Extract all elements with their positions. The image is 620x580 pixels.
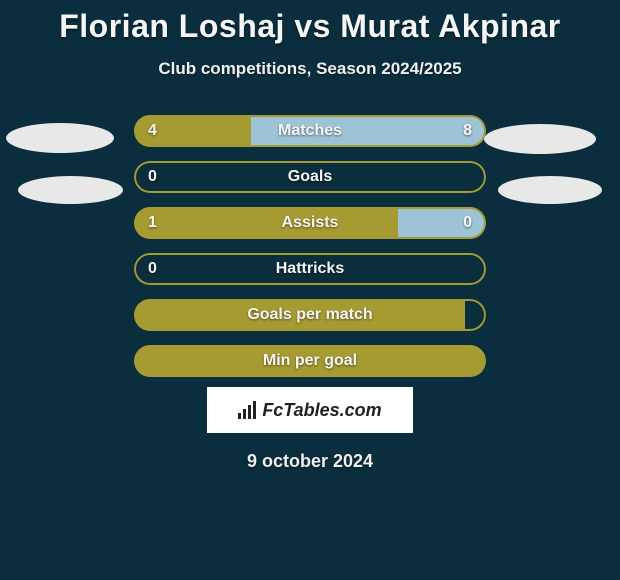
stat-label: Goals [134,168,486,186]
stat-bar: Min per goal [134,345,486,377]
logo-label: FcTables.com [262,400,381,421]
stat-bar: Assists1 0 [134,207,486,239]
stats-container: Matches48Goals0Assists10Hattricks0Goals … [0,115,620,377]
stat-value-left: 0 [148,168,157,186]
stat-bar: Matches4 8 [134,115,486,147]
stat-label: Matches [134,122,486,140]
fctables-logo: FcTables.com [207,387,413,433]
stat-value-left: 1 [148,214,157,232]
date-label: 9 october 2024 [0,451,620,472]
stat-row: Assists1 0 [0,207,620,239]
stat-bar: Hattricks0 [134,253,486,285]
page-title: Florian Loshaj vs Murat Akpinar [0,0,620,45]
stat-label: Hattricks [134,260,486,278]
stat-value-right: 0 [463,214,472,232]
page-subtitle: Club competitions, Season 2024/2025 [0,59,620,79]
stat-row: Min per goal [0,345,620,377]
stat-value-left: 4 [148,122,157,140]
stat-value-right: 8 [463,122,472,140]
logo-content: FcTables.com [238,400,381,421]
stat-row: Goals per match [0,299,620,331]
stat-row: Hattricks0 [0,253,620,285]
stat-row: Matches4 8 [0,115,620,147]
stat-row: Goals0 [0,161,620,193]
stat-bar: Goals0 [134,161,486,193]
chart-icon [238,401,256,419]
stat-label: Goals per match [134,306,486,324]
stat-label: Min per goal [134,352,486,370]
stat-label: Assists [134,214,486,232]
stat-value-left: 0 [148,260,157,278]
stat-bar: Goals per match [134,299,486,331]
